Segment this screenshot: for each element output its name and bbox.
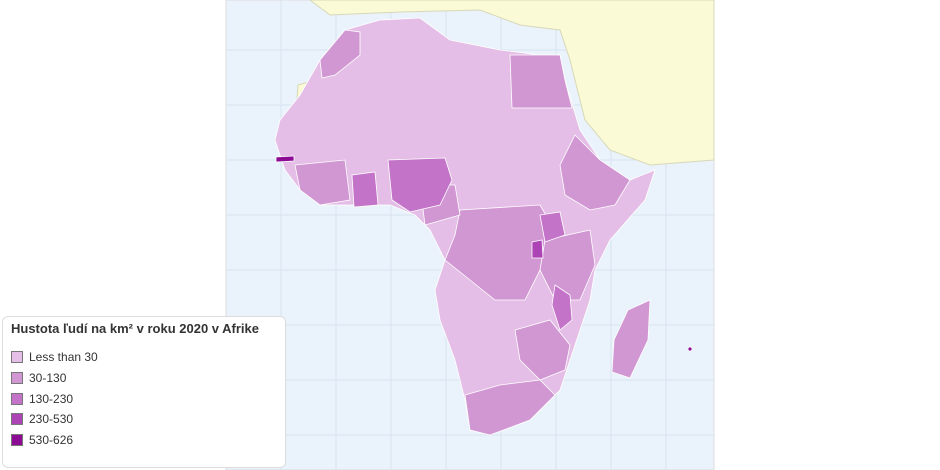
legend-label: 130-230 bbox=[29, 391, 74, 406]
legend-items: Less than 30 30-130 130-230 230-530 530-626 bbox=[11, 347, 277, 450]
legend-swatch bbox=[11, 372, 23, 385]
legend: Hustota ľudí na km² v roku 2020 v Afrike… bbox=[2, 316, 286, 468]
legend-item: Less than 30 bbox=[11, 347, 277, 368]
africa bbox=[274, 17, 693, 436]
legend-title: Hustota ľudí na km² v roku 2020 v Afrike bbox=[11, 321, 259, 336]
legend-swatch bbox=[11, 351, 23, 364]
legend-swatch bbox=[11, 392, 23, 405]
legend-label: 230-530 bbox=[29, 412, 74, 427]
legend-label: 30-130 bbox=[29, 371, 67, 386]
legend-label: Less than 30 bbox=[29, 350, 98, 365]
legend-item: 230-530 bbox=[11, 409, 277, 430]
legend-swatch bbox=[11, 434, 23, 447]
legend-item: 530-626 bbox=[11, 430, 277, 451]
legend-item: 30-130 bbox=[11, 368, 277, 389]
legend-label: 530-626 bbox=[29, 433, 74, 448]
legend-swatch bbox=[11, 413, 23, 426]
legend-item: 130-230 bbox=[11, 388, 277, 409]
